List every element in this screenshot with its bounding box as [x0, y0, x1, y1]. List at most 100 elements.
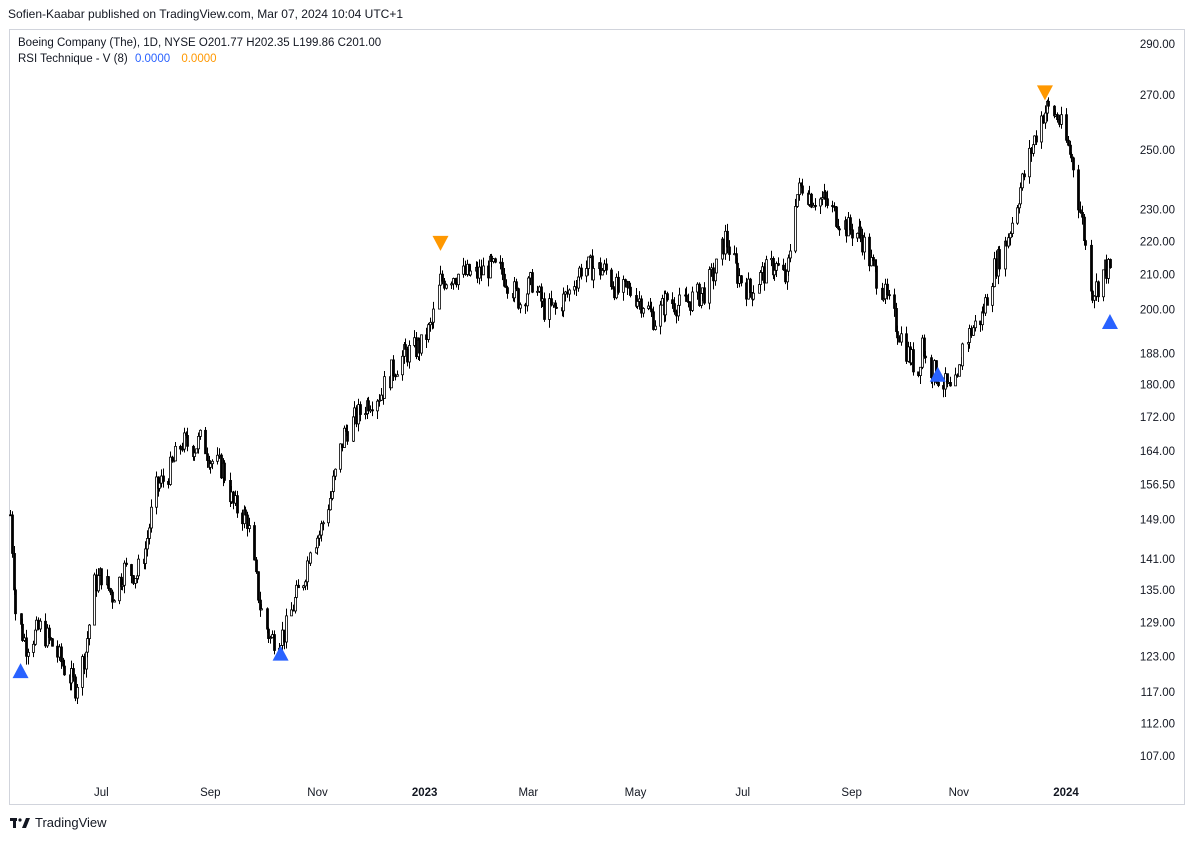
candle-body: [728, 246, 731, 255]
y-tick-label: 270.00: [1140, 90, 1175, 102]
y-tick-label: 112.00: [1141, 718, 1175, 730]
candle-body: [14, 589, 17, 615]
candle-body: [1084, 240, 1087, 246]
candle-body: [211, 460, 214, 465]
candle-body: [457, 273, 460, 286]
candle-body: [125, 562, 128, 565]
candle-body: [329, 498, 332, 511]
candle-body: [856, 232, 859, 239]
time-axis[interactable]: Jul Sep Nov 2023 Mar May Jul Sep Nov 2024: [94, 787, 1079, 799]
candle-body: [1011, 222, 1014, 234]
x-tick-label: Jul: [735, 787, 750, 799]
candle-body: [408, 345, 411, 363]
candle-body: [568, 289, 571, 295]
candle-body: [438, 284, 441, 310]
candle-body: [186, 435, 189, 447]
candle-body: [1035, 135, 1038, 143]
candle-body: [919, 366, 922, 376]
candle-body: [714, 272, 717, 282]
candle-body: [624, 279, 627, 282]
candle-body: [650, 308, 653, 313]
candle-body: [838, 228, 841, 231]
candle-body: [267, 628, 270, 639]
symbol-info[interactable]: Boeing Company (The), 1D, NYSE O201.77 H…: [18, 37, 382, 49]
candle-body: [592, 268, 595, 281]
candle-body: [787, 257, 790, 272]
buy-signal-triangle: [272, 645, 289, 661]
candle-body: [642, 308, 645, 314]
candle-body: [383, 376, 386, 399]
candle-body: [174, 445, 177, 462]
buy-signal-triangle: [12, 663, 29, 679]
tradingview-brand[interactable]: TradingView: [10, 815, 107, 830]
price-axis[interactable]: 290.00 270.00 250.00 230.00 220.00 210.00 200.…: [1140, 39, 1175, 763]
signal-markers: [12, 85, 1118, 679]
candle-body: [199, 429, 202, 437]
candle-body: [659, 304, 662, 327]
candle-body: [195, 448, 198, 454]
buy-signal-triangle: [1101, 313, 1118, 329]
candle-body: [1009, 233, 1012, 239]
candle-body: [1081, 212, 1084, 218]
candle-body: [49, 637, 52, 640]
candle-body: [789, 250, 792, 259]
candle-body: [216, 454, 219, 462]
candle-body: [204, 429, 207, 455]
candle-body: [294, 597, 297, 612]
candle-body: [826, 198, 829, 206]
candle-body: [109, 588, 112, 593]
candle-body: [1067, 139, 1070, 146]
candle-body: [13, 553, 16, 591]
candle-body: [148, 527, 151, 539]
candle-body: [610, 269, 613, 287]
candle-body: [158, 482, 161, 489]
candle-body: [531, 272, 534, 293]
candle-body: [814, 205, 817, 207]
y-tick-label: 123.00: [1140, 651, 1175, 663]
indicator-value-2: 0.0000: [181, 53, 217, 65]
candle-body: [179, 445, 182, 450]
chart-pane[interactable]: [9, 29, 1185, 805]
candle-body: [1044, 112, 1047, 124]
candle-body: [332, 475, 335, 492]
candle-body: [269, 637, 272, 639]
sell-signal-triangle: [1036, 85, 1053, 101]
candle-body: [236, 495, 239, 514]
candle-body: [652, 311, 655, 330]
candle-body: [782, 264, 785, 271]
candle-body: [1021, 173, 1024, 189]
candle-body: [309, 552, 312, 564]
chart-legend: Boeing Company (The), 1D, NYSE O201.77 H…: [18, 35, 381, 67]
candle-body: [144, 548, 147, 564]
candle-body: [111, 591, 114, 603]
candle-body: [972, 327, 975, 336]
candle-body: [76, 686, 79, 699]
candle-body: [794, 206, 797, 252]
y-tick-label: 188.00: [1140, 349, 1175, 361]
candle-body: [736, 262, 739, 284]
candle-body: [526, 293, 529, 307]
candle-body: [617, 276, 620, 293]
candle-body: [209, 463, 212, 468]
candle-body: [334, 468, 337, 477]
candle-body: [244, 509, 247, 516]
candle-body: [113, 600, 116, 603]
buy-signal-triangle: [929, 366, 946, 382]
candle-body: [691, 291, 694, 311]
candle-body: [824, 191, 827, 200]
candle-body: [671, 299, 674, 304]
candle-body: [318, 534, 321, 539]
candle-body: [703, 287, 706, 304]
x-tick-label: 2023: [412, 787, 438, 799]
candle-body: [801, 185, 804, 194]
candle-body: [134, 578, 137, 584]
candle-body: [1007, 237, 1010, 247]
candle-body: [821, 197, 824, 200]
candle-body: [290, 609, 293, 617]
indicator-info[interactable]: RSI Technique - V (8) 0.0000 0.0000: [18, 51, 381, 67]
candle-body: [585, 268, 588, 277]
candle-body: [543, 298, 546, 320]
x-tick-label: Sep: [841, 787, 861, 799]
candle-body: [863, 236, 866, 253]
